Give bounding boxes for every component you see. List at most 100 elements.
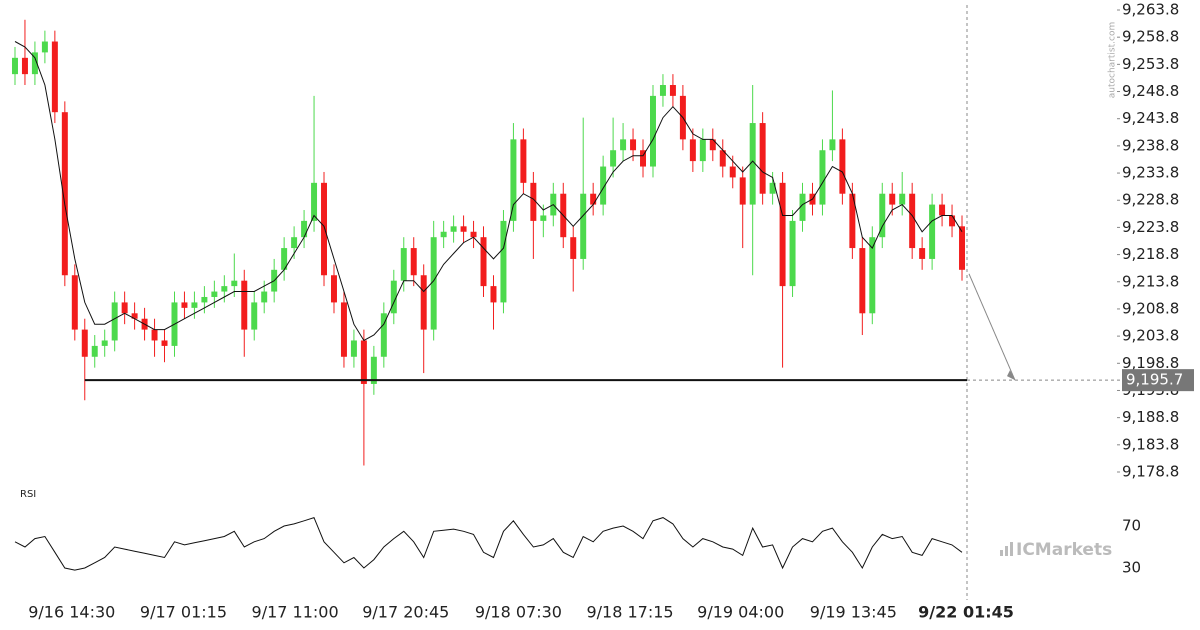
candle-body <box>849 193 856 249</box>
y-tick-label: 9,218.8 <box>1122 245 1179 263</box>
candle-body <box>41 41 48 53</box>
candle-body <box>729 166 736 178</box>
x-tick-label: 9/19 13:45 <box>810 603 897 622</box>
candle-body <box>261 291 268 303</box>
candle-body <box>340 302 347 357</box>
candle-body <box>21 57 28 75</box>
candle-body <box>759 123 766 194</box>
candle-body <box>580 193 587 259</box>
candle-body <box>520 139 527 183</box>
y-tick-label: 9,228.8 <box>1122 191 1179 209</box>
candle-body <box>71 275 78 330</box>
candle-body <box>470 231 477 238</box>
y-tick-label: 9,188.8 <box>1122 408 1179 426</box>
candle-body <box>81 329 88 357</box>
x-tick-label: 9/17 01:15 <box>140 603 227 622</box>
y-tick-label: 9,253.8 <box>1122 55 1179 73</box>
candle-body <box>630 139 637 151</box>
candle-body <box>281 248 288 270</box>
candle-body <box>111 302 118 341</box>
candle-body <box>789 220 796 287</box>
candle-body <box>939 204 946 216</box>
candle-body <box>510 139 517 221</box>
candle-body <box>570 237 577 259</box>
candle-body <box>201 296 208 303</box>
candle-body <box>400 248 407 281</box>
candle-body <box>779 182 786 287</box>
candle-body <box>799 193 806 221</box>
candle-body <box>131 313 138 319</box>
candle-body <box>739 177 746 205</box>
candle-body <box>689 139 696 162</box>
rsi-tick-label: 70 <box>1122 517 1141 535</box>
candle-body <box>251 302 258 330</box>
candle-body <box>540 215 547 221</box>
y-tick-label: 9,223.8 <box>1122 218 1179 236</box>
candle-body <box>610 150 617 167</box>
candle-body <box>859 248 866 314</box>
x-tick-label: 9/18 17:15 <box>586 603 673 622</box>
x-tick-label: 9/16 14:30 <box>28 603 115 622</box>
y-tick-label: 9,183.8 <box>1122 435 1179 453</box>
candle-body <box>350 340 357 357</box>
candle-body <box>669 85 676 96</box>
candle-body <box>600 166 607 205</box>
candle-body <box>410 248 417 276</box>
candle-body <box>91 345 98 357</box>
x-tick-label: 9/18 07:30 <box>475 603 562 622</box>
forecast-arrow <box>968 273 1016 381</box>
candle-body <box>709 139 716 151</box>
candle-body <box>121 302 128 314</box>
logo-bar <box>1005 546 1008 556</box>
candle-body <box>530 182 537 221</box>
candle-body <box>889 193 896 205</box>
candle-body <box>879 193 886 238</box>
candle-body <box>360 340 367 384</box>
candle-body <box>480 237 487 287</box>
candle-body <box>241 280 248 330</box>
candle-body <box>181 302 188 308</box>
candle-body <box>909 193 916 249</box>
candle-body <box>301 220 308 238</box>
y-tick-label: 9,198.8 <box>1122 354 1179 372</box>
candle-body <box>31 52 38 75</box>
y-tick-label: 9,178.8 <box>1122 463 1179 481</box>
candle-body <box>929 204 936 259</box>
candle-body <box>61 112 68 276</box>
y-tick-label: 9,248.8 <box>1122 82 1179 100</box>
candle-body <box>749 123 756 205</box>
candle-body <box>291 237 298 249</box>
candle-body <box>221 286 228 292</box>
candle-body <box>380 313 387 357</box>
candle-body <box>211 291 218 297</box>
candle-body <box>191 302 198 308</box>
candle-body <box>161 340 168 346</box>
x-tick-label: 9/17 20:45 <box>362 603 449 622</box>
candle-body <box>869 237 876 314</box>
x-tick-label: 9/22 01:45 <box>918 603 1014 622</box>
candle-body <box>500 220 507 303</box>
candle-body <box>649 95 656 167</box>
candle-body <box>51 41 58 113</box>
arrow-head <box>1007 370 1015 381</box>
y-tick-label: 9,238.8 <box>1122 136 1179 154</box>
candle-body <box>101 340 108 346</box>
candle-body <box>440 231 447 238</box>
candle-body <box>460 226 467 232</box>
candle-body <box>659 85 666 96</box>
brand: ICMarkets <box>1016 540 1112 560</box>
level-label-bg <box>1122 369 1194 392</box>
brand-logo: ICMarkets <box>1000 540 1112 560</box>
x-tick-label: 9/17 11:00 <box>252 603 339 622</box>
indicator-label: RSI <box>20 489 36 500</box>
candle-body <box>699 139 706 162</box>
candle-body <box>959 226 966 270</box>
candle-body <box>330 275 337 303</box>
candle-body <box>899 193 906 205</box>
candle-body <box>949 215 956 227</box>
y-tick-label: 9,233.8 <box>1122 164 1179 182</box>
y-tick-label: 9,203.8 <box>1122 327 1179 345</box>
level-label: 9,195.7 <box>1126 371 1183 389</box>
candle-body <box>590 193 597 205</box>
